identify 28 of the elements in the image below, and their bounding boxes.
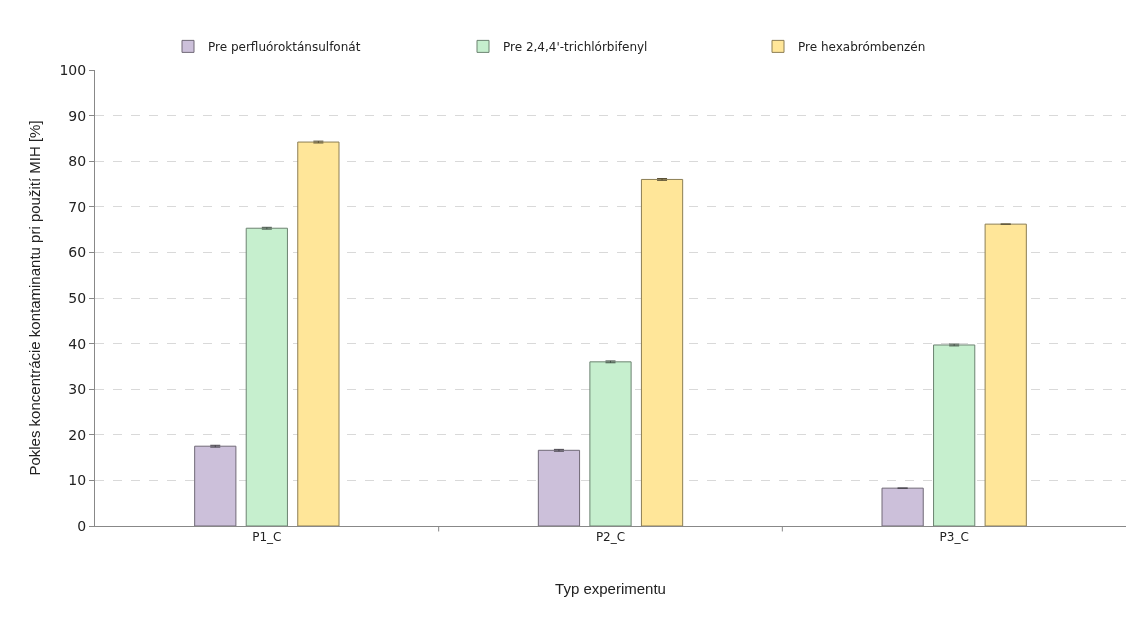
bar xyxy=(640,178,684,526)
legend-label: Pre 2,4,4'-trichlórbifenyl xyxy=(503,40,648,55)
y-tick-label: 10 xyxy=(68,472,87,489)
y-tick-label: 50 xyxy=(68,289,87,306)
y-tick-label: 20 xyxy=(68,426,87,443)
x-tick-label: P3_C xyxy=(939,530,969,545)
y-tick-label: 70 xyxy=(68,198,87,215)
x-tick-label: P2_C xyxy=(595,530,626,545)
x-tick-label: P1_C xyxy=(252,530,282,545)
bar xyxy=(245,227,288,526)
y-tick-label: 80 xyxy=(68,153,87,170)
y-tick-label: 60 xyxy=(68,244,87,261)
y-tick-label: 40 xyxy=(68,335,87,352)
y-axis-title: Pokles koncentrácie kontaminantu pri použití MIH [%] xyxy=(25,120,43,476)
y-tick-label: 0 xyxy=(77,517,87,534)
bar xyxy=(589,361,632,526)
bar xyxy=(881,487,924,526)
bar xyxy=(984,223,1027,526)
bar xyxy=(933,344,976,526)
legend-label: Pre hexabrómbenzén xyxy=(798,40,926,55)
bar xyxy=(537,449,581,526)
y-tick-label: 100 xyxy=(59,61,87,78)
bar xyxy=(194,445,237,526)
y-tick-label: 30 xyxy=(68,381,87,398)
x-axis-title: Typ experimentu xyxy=(555,580,666,598)
bar xyxy=(297,141,340,526)
legend-label: Pre perfluóroktánsulfonát xyxy=(208,40,361,55)
y-tick-label: 90 xyxy=(68,107,87,124)
